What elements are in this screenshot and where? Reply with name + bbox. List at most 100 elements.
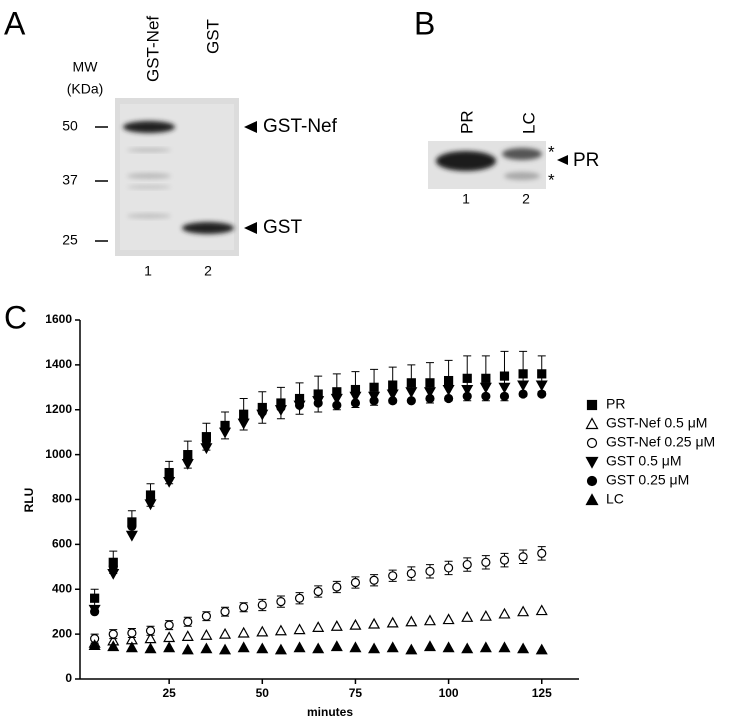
data-point <box>108 629 118 639</box>
data-point <box>200 642 213 654</box>
panel-letter: C <box>4 299 27 335</box>
data-point <box>201 611 212 621</box>
asterisk: * <box>548 142 555 161</box>
data-point <box>442 384 455 396</box>
legend-marker <box>586 399 598 411</box>
data-point <box>498 641 511 653</box>
data-point <box>145 626 156 636</box>
data-point <box>163 641 176 653</box>
gel-image <box>115 98 239 256</box>
data-point <box>274 624 287 636</box>
data-point <box>405 387 418 399</box>
lane-label: GST-Nef <box>143 16 162 82</box>
data-point <box>181 630 194 641</box>
data-point <box>368 617 381 629</box>
data-point <box>144 642 157 654</box>
data-point <box>145 494 156 505</box>
data-point <box>535 380 548 392</box>
data-point <box>90 593 100 603</box>
data-point <box>163 631 176 643</box>
data-point <box>181 643 194 655</box>
data-point <box>386 641 399 653</box>
data-point <box>518 369 528 379</box>
x-tick-label: 100 <box>439 686 459 700</box>
data-point <box>312 642 325 654</box>
data-point <box>481 373 491 383</box>
x-tick-label: 50 <box>256 686 270 700</box>
data-point <box>423 614 436 626</box>
blot-image <box>428 141 546 189</box>
data-point <box>108 562 118 572</box>
y-tick-label: 400 <box>52 581 72 595</box>
data-point <box>294 400 305 410</box>
data-point <box>442 641 455 653</box>
y-tick-label: 200 <box>52 626 72 640</box>
data-point <box>313 586 323 597</box>
data-point <box>201 436 212 446</box>
data-point <box>257 407 267 417</box>
data-point <box>107 640 120 652</box>
data-point <box>237 641 250 653</box>
data-point <box>386 389 399 401</box>
data-point <box>330 620 343 631</box>
data-point <box>461 384 474 396</box>
data-point <box>200 629 213 640</box>
data-point <box>164 472 174 482</box>
legend-label: GST-Nef 0.25 μM <box>606 434 715 450</box>
data-point <box>517 642 530 654</box>
data-point <box>537 369 547 379</box>
asterisk: * <box>548 170 555 189</box>
data-point <box>90 607 100 617</box>
data-point <box>220 423 230 433</box>
lane-label: PR <box>457 110 476 134</box>
data-point <box>462 391 472 401</box>
data-point <box>462 559 472 570</box>
legend-marker <box>585 493 599 506</box>
mw-marker: 25 <box>62 232 78 248</box>
y-tick-label: 1400 <box>45 357 72 371</box>
data-point <box>219 643 232 655</box>
data-point <box>369 396 379 406</box>
data-point <box>425 378 435 388</box>
legend-marker <box>586 475 598 487</box>
data-point <box>443 393 454 404</box>
data-point <box>330 393 343 405</box>
data-point <box>425 566 435 576</box>
data-point <box>517 605 530 617</box>
data-point <box>388 571 398 581</box>
data-point <box>220 607 230 617</box>
data-point <box>349 641 362 653</box>
x-tick-label: 75 <box>349 686 363 700</box>
data-point <box>219 627 232 639</box>
data-point <box>481 557 491 567</box>
data-point <box>276 402 286 413</box>
data-point <box>481 391 491 401</box>
legend-label: GST 0.25 μM <box>606 472 689 488</box>
data-point <box>256 625 269 637</box>
data-point <box>368 642 381 654</box>
data-point <box>237 626 250 638</box>
data-point <box>405 643 418 655</box>
data-point <box>239 414 249 424</box>
data-point <box>312 621 325 632</box>
band-label: GST-Nef <box>263 116 338 137</box>
data-point <box>274 643 287 655</box>
legend-marker <box>586 437 598 449</box>
lane-number: 2 <box>204 263 212 279</box>
data-point <box>499 371 510 381</box>
y-tick-label: 0 <box>65 671 72 685</box>
legend-marker <box>585 417 599 430</box>
unit-label: (KDa) <box>67 81 104 97</box>
y-tick-label: 1000 <box>45 447 72 461</box>
y-tick-label: 600 <box>52 537 72 551</box>
data-point <box>461 611 474 622</box>
data-point <box>498 382 511 394</box>
y-tick-label: 800 <box>52 492 72 506</box>
panel-letter: A <box>4 5 26 41</box>
data-point <box>442 613 455 625</box>
legend-label: GST-Nef 0.5 μM <box>606 415 707 431</box>
data-point <box>183 617 193 627</box>
data-point <box>294 593 305 603</box>
data-point <box>405 615 418 627</box>
